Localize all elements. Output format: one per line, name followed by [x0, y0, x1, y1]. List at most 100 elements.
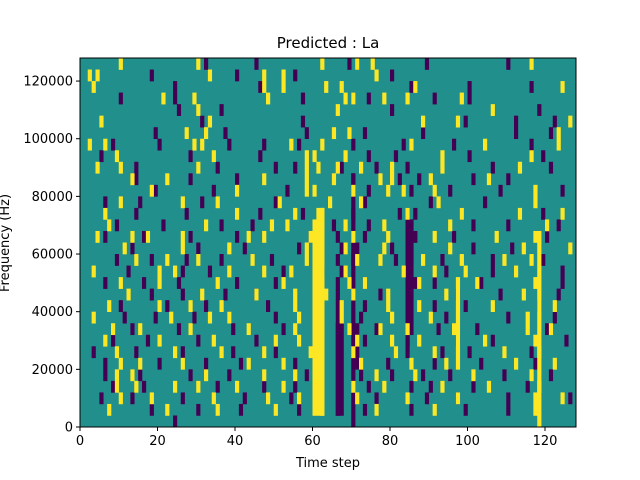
- heatmap-cell-high: [374, 69, 379, 82]
- heatmap-cell-low: [281, 265, 286, 278]
- heatmap-cell-high: [529, 254, 534, 266]
- heatmap-cell-low: [293, 380, 298, 393]
- heatmap-cell-high: [378, 173, 383, 186]
- heatmap-cell-low: [180, 346, 185, 359]
- heatmap-cell-low: [126, 265, 131, 278]
- heatmap-cell-high: [428, 311, 433, 324]
- heatmap-cell-high: [293, 300, 298, 312]
- x-axis-label: Time step: [295, 456, 360, 471]
- heatmap-cell-low: [138, 196, 143, 209]
- heatmap-cell-low: [448, 369, 453, 382]
- heatmap-cell-high: [413, 369, 418, 382]
- heatmap-cell-low: [409, 300, 414, 312]
- heatmap-cell-low: [223, 288, 228, 301]
- heatmap-cell-high: [304, 150, 309, 163]
- heatmap-cell-low: [463, 403, 468, 416]
- heatmap-cell-high: [312, 219, 325, 416]
- heatmap-cell-low: [386, 357, 391, 370]
- heatmap-cell-high: [459, 207, 464, 220]
- heatmap-cell-high: [382, 380, 387, 393]
- heatmap-cell-low: [424, 58, 430, 70]
- heatmap-cell-low: [273, 311, 278, 324]
- heatmap-cell-low: [393, 254, 399, 266]
- heatmap-cell-high: [273, 334, 278, 347]
- heatmap-cell-low: [483, 196, 488, 209]
- heatmap-cell-low: [134, 161, 139, 174]
- heatmap-cell-high: [483, 334, 488, 347]
- heatmap-cell-high: [281, 357, 286, 370]
- heatmap-cell-low: [111, 334, 116, 347]
- heatmap-cell-low: [130, 392, 135, 405]
- heatmap-cell-low: [281, 323, 286, 336]
- heatmap-cell-high: [331, 127, 337, 140]
- heatmap-cell-high: [502, 254, 507, 266]
- heatmap-cell-high: [227, 242, 232, 255]
- heatmap-cell-low: [366, 219, 371, 232]
- heatmap-cell-low: [211, 184, 216, 197]
- heatmap-cell-high: [173, 380, 178, 393]
- heatmap-cell-high: [382, 92, 387, 105]
- heatmap-cell-high: [331, 173, 337, 186]
- heatmap-cell-high: [204, 219, 209, 232]
- heatmap-cell-high: [250, 254, 255, 266]
- heatmap-cell-high: [382, 219, 387, 232]
- heatmap-cell-low: [545, 323, 550, 336]
- heatmap-cell-low: [219, 104, 224, 116]
- heatmap-cell-high: [111, 323, 116, 336]
- heatmap-cell-high: [118, 161, 123, 174]
- heatmap-cell-low: [173, 92, 178, 105]
- heatmap-cell-high: [297, 311, 302, 324]
- heatmap-cell-low: [428, 380, 433, 393]
- heatmap-cell-low: [355, 242, 360, 255]
- heatmap-cell-low: [335, 254, 340, 266]
- heatmap-cell-high: [455, 277, 461, 370]
- heatmap-cell-high: [196, 380, 201, 393]
- heatmap-cell-high: [440, 150, 445, 163]
- heatmap-cell-high: [118, 357, 123, 370]
- heatmap-cell-high: [207, 311, 213, 324]
- heatmap-cell-high: [475, 277, 480, 289]
- heatmap-cell-low: [293, 69, 298, 82]
- heatmap-cell-high: [409, 357, 414, 370]
- heatmap-cell-high: [514, 265, 519, 278]
- heatmap-cell-low: [188, 173, 193, 186]
- heatmap-cell-high: [417, 277, 422, 289]
- heatmap-cell-high: [521, 288, 526, 301]
- heatmap-cell-low: [506, 311, 511, 324]
- heatmap-cell-low: [273, 161, 278, 174]
- heatmap-cell-low: [111, 380, 116, 393]
- heatmap-cell-high: [417, 300, 422, 312]
- heatmap-cell-low: [204, 58, 209, 70]
- heatmap-cell-low: [293, 357, 298, 370]
- heatmap-cell-high: [277, 196, 282, 209]
- heatmap-cell-low: [436, 323, 441, 336]
- heatmap-cell-high: [343, 219, 348, 232]
- heatmap-cell-high: [440, 380, 445, 393]
- heatmap-cell-high: [529, 150, 534, 163]
- heatmap-cell-high: [281, 69, 286, 82]
- heatmap-cell-low: [471, 173, 476, 186]
- heatmap-cell-high: [405, 92, 410, 105]
- heatmap-cell-low: [219, 219, 224, 232]
- heatmap-cell-low: [196, 403, 201, 416]
- heatmap-cell-high: [405, 207, 410, 220]
- heatmap-cell-high: [114, 380, 120, 393]
- heatmap-cell-low: [180, 392, 185, 405]
- heatmap-cell-high: [386, 288, 391, 301]
- heatmap-cell-high: [281, 81, 286, 93]
- heatmap-cell-high: [320, 58, 325, 70]
- heatmap-cell-high: [525, 323, 530, 336]
- heatmap-cell-high: [533, 277, 538, 289]
- heatmap-cell-low: [351, 138, 356, 151]
- heatmap-cell-high: [204, 127, 209, 140]
- heatmap-cell-low: [366, 184, 371, 197]
- heatmap-cell-low: [188, 369, 193, 382]
- heatmap-cell-low: [118, 92, 123, 105]
- heatmap-cell-high: [262, 173, 267, 186]
- heatmap-cell-high: [304, 184, 309, 197]
- heatmap-cell-high: [87, 138, 92, 151]
- heatmap-cell-low: [142, 230, 147, 243]
- heatmap-cell-low: [134, 173, 139, 186]
- heatmap-cell-low: [165, 300, 170, 312]
- heatmap-cell-high: [459, 254, 464, 266]
